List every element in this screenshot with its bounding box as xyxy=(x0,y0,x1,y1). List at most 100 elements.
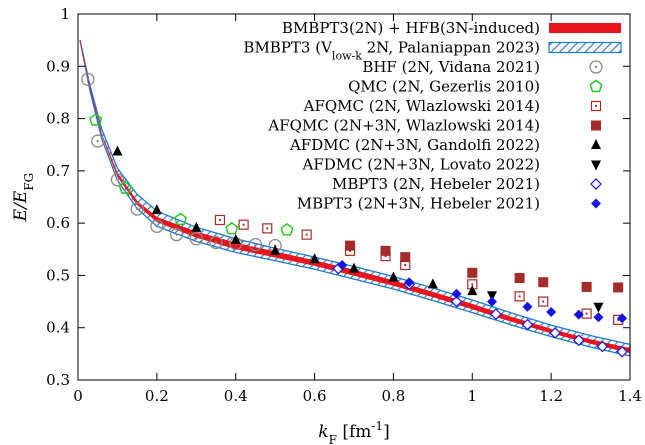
series-square-open-dot xyxy=(214,214,624,325)
legend-marker xyxy=(591,198,601,209)
data-point xyxy=(450,295,463,308)
data-point xyxy=(427,278,438,289)
data-point xyxy=(301,229,312,240)
x-tick-label: 1.2 xyxy=(539,387,563,405)
data-point xyxy=(487,291,497,302)
data-point xyxy=(89,113,103,126)
data-point xyxy=(581,281,592,292)
data-point-dot xyxy=(214,241,218,244)
data-point xyxy=(380,245,391,256)
legend-label: QMC (2N, Gezerlis 2010) xyxy=(348,78,540,96)
data-point xyxy=(538,296,549,307)
data-point-dot xyxy=(404,263,407,267)
legend-label: AFDMC (2N+3N, Lovato 2022) xyxy=(302,156,540,174)
legend-marker xyxy=(589,79,603,93)
data-point xyxy=(467,267,478,278)
data-point xyxy=(573,309,584,320)
legend-marker xyxy=(589,60,603,74)
series-triangle-up xyxy=(112,145,478,296)
series-triangle-down xyxy=(487,291,604,313)
data-point xyxy=(309,253,320,264)
legend-label: BMBPT3 (Vlow-k 2N, Palaniappan 2023) xyxy=(243,39,540,63)
legend-marker xyxy=(591,139,601,149)
data-point xyxy=(514,273,525,284)
data-point xyxy=(209,235,223,250)
data-point xyxy=(451,288,462,299)
series-diamond-filled xyxy=(337,259,628,324)
legend: BMBPT3(2N) + HFB(3N-induced) BMBPT3 (Vlow… xyxy=(243,19,622,213)
data-point xyxy=(81,72,95,87)
legend-label: AFDMC (2N+3N, Gandolfi 2022) xyxy=(289,136,540,154)
y-tick-label: 0.5 xyxy=(46,266,70,284)
data-point-dot xyxy=(471,283,474,286)
legend-label: AFQMC (2N, Wlazlowski 2014) xyxy=(303,97,540,115)
legend-marker-dot xyxy=(594,104,598,108)
data-point xyxy=(169,227,184,242)
data-point-dot xyxy=(175,233,178,236)
data-point xyxy=(130,202,144,216)
series-pentagon-open xyxy=(89,113,294,236)
data-point xyxy=(521,318,534,331)
x-tick-label: 1 xyxy=(468,387,478,405)
data-point xyxy=(337,259,348,270)
data-point xyxy=(549,327,561,339)
data-point xyxy=(118,181,132,194)
data-point xyxy=(112,145,123,156)
y-tick-label: 0.8 xyxy=(46,110,70,128)
x-tick-label: 0.8 xyxy=(381,387,405,405)
x-tick-label: 0.6 xyxy=(303,387,327,405)
legend-swatch-solid xyxy=(549,23,621,33)
data-point-dot xyxy=(155,225,159,228)
legend-label: MBPT3 (2N+3N, Hebeler 2021) xyxy=(297,195,540,213)
data-point xyxy=(514,291,525,302)
data-point xyxy=(593,302,604,313)
data-point xyxy=(593,312,604,323)
legend-swatch-hatched xyxy=(548,41,622,54)
data-point-dot xyxy=(135,207,139,211)
data-point xyxy=(404,277,415,288)
data-point xyxy=(189,232,203,246)
y-axis-label: E/EFG xyxy=(11,173,36,222)
data-point-dot xyxy=(116,178,119,181)
data-point xyxy=(467,285,478,296)
data-point xyxy=(613,282,624,293)
x-tick-label: 1.4 xyxy=(618,387,642,405)
data-point xyxy=(546,307,557,318)
legend-label: BHF (2N, Vidana 2021) xyxy=(362,58,540,76)
data-point xyxy=(150,219,164,233)
data-point xyxy=(490,308,502,320)
plot-frame xyxy=(77,13,631,381)
data-point xyxy=(349,262,359,273)
data-point xyxy=(280,223,294,236)
data-point xyxy=(191,221,202,232)
data-point xyxy=(238,219,249,230)
data-point-dot xyxy=(266,227,269,230)
data-point xyxy=(596,340,609,353)
data-point xyxy=(616,345,628,358)
x-axis-label: kF [fm-1] xyxy=(318,419,389,445)
y-tick-label: 1 xyxy=(60,5,70,23)
x-tick-label: 0.4 xyxy=(224,387,248,405)
ticks-layer: 0 0.2 0.4 0.6 0.8 1 1.2 1.4 0.3 0.4 0.5 0.6 0.7 0.8 0.… xyxy=(46,5,642,405)
x-tick-label: 0 xyxy=(73,387,83,405)
data-point xyxy=(91,134,105,148)
data-point-dot xyxy=(218,218,222,222)
data-point xyxy=(248,237,263,252)
data-point xyxy=(110,173,125,187)
data-point xyxy=(225,222,239,235)
legend-label: AFQMC (2N+3N, Wlazlowski 2014) xyxy=(267,117,540,135)
legend-marker-dot xyxy=(594,65,598,69)
data-point xyxy=(230,233,241,244)
y-tick-label: 0.4 xyxy=(46,319,70,337)
data-point xyxy=(173,212,188,226)
y-tick-label: 0.6 xyxy=(46,214,70,232)
data-point xyxy=(270,244,281,255)
legend-marker xyxy=(591,160,601,171)
series-square-filled xyxy=(345,240,624,293)
data-point-dot xyxy=(96,139,99,143)
series-layer xyxy=(81,72,628,358)
series-circle-dot xyxy=(81,72,282,253)
data-point xyxy=(522,301,533,312)
legend-label: BMBPT3(2N) + HFB(3N-induced) xyxy=(282,19,540,37)
